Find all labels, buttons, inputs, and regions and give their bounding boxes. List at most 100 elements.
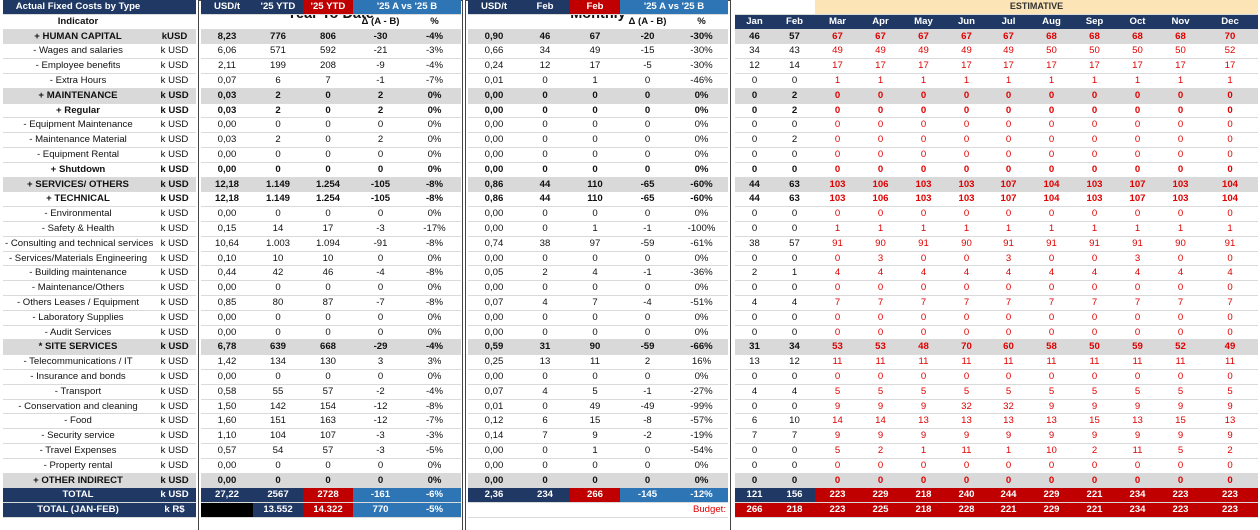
ytd-value[interactable]: 592 (303, 43, 353, 60)
month-value[interactable]: 0 (1116, 103, 1159, 119)
monthly-value[interactable]: 0,66 (468, 43, 520, 60)
monthly-value[interactable]: 0 (620, 458, 675, 474)
row-unit[interactable]: k USD (153, 265, 196, 282)
monthly-value[interactable]: 0 (570, 458, 620, 474)
month-total-value[interactable]: 234 (1116, 487, 1159, 504)
month-value[interactable]: 0 (946, 132, 987, 148)
month-value[interactable]: 103 (901, 177, 946, 193)
monthly-value[interactable]: -1 (620, 384, 675, 400)
monthly-value[interactable]: 0% (675, 132, 729, 148)
total-janfeb-delta[interactable]: 770 (353, 502, 408, 518)
month-value[interactable]: 5 (987, 384, 1030, 400)
month-value[interactable]: 49 (860, 43, 901, 60)
monthly-value[interactable]: -51% (675, 295, 729, 311)
month-value[interactable]: 17 (1159, 58, 1202, 74)
ytd-value[interactable]: -4% (408, 58, 462, 74)
monthly-value[interactable]: 4 (520, 295, 570, 311)
monthly-value[interactable]: 0% (675, 310, 729, 326)
month-value[interactable]: 0 (815, 310, 860, 326)
ytd-value[interactable]: 2,11 (201, 58, 253, 74)
row-label[interactable]: + Regular (3, 103, 153, 119)
budget-value[interactable]: 223 (1159, 502, 1202, 518)
month-value[interactable]: 91 (1073, 236, 1116, 252)
monthly-value[interactable]: 0 (520, 162, 570, 178)
month-value[interactable]: 4 (1159, 265, 1202, 282)
header-type-label[interactable]: Actual Fixed Costs by Type (3, 0, 153, 15)
ytd-value[interactable]: 0 (303, 162, 353, 178)
ytd-value[interactable]: -17% (408, 221, 462, 237)
month-value[interactable]: 10 (1030, 443, 1073, 459)
month-value[interactable]: 90 (860, 236, 901, 252)
month-value[interactable]: 0 (815, 473, 860, 489)
ytd-value[interactable]: 0% (408, 206, 462, 222)
month-value[interactable]: 0 (901, 473, 946, 489)
row-label[interactable]: - Property rental (3, 458, 153, 474)
month-value[interactable]: 0 (735, 221, 774, 237)
ytd-value[interactable]: 134 (253, 354, 303, 370)
row-label[interactable]: - Services/Materials Engineering (3, 251, 153, 267)
month-value[interactable]: 0 (735, 458, 774, 474)
month-value[interactable]: 52 (1159, 339, 1202, 356)
month-value[interactable]: 0 (1116, 132, 1159, 148)
ytd-value[interactable]: 163 (303, 413, 353, 430)
month-value[interactable]: 90 (1159, 236, 1202, 252)
month-value[interactable]: 7 (946, 295, 987, 311)
ytd-value[interactable]: 0% (408, 132, 462, 148)
ytd-value[interactable]: 776 (253, 29, 303, 45)
month-value[interactable]: 104 (1202, 177, 1258, 193)
month-value[interactable]: 0 (987, 458, 1030, 474)
month-value[interactable]: 0 (901, 206, 946, 222)
ytd-value[interactable]: 0 (303, 310, 353, 326)
ytd-value[interactable]: -7% (408, 413, 462, 430)
ytd-value[interactable]: 2 (353, 103, 408, 119)
month-value[interactable]: 13 (1030, 413, 1073, 430)
month-value[interactable]: 0 (1116, 117, 1159, 134)
ytd-value[interactable]: 0,44 (201, 265, 253, 282)
monthly-value[interactable]: 0 (520, 310, 570, 326)
month-value[interactable]: 0 (1202, 310, 1258, 326)
month-value[interactable]: 0 (1159, 117, 1202, 134)
estimative-header[interactable]: ESTIMATIVE (815, 0, 1258, 15)
monthly-value[interactable]: 0 (620, 280, 675, 296)
month-value[interactable]: 0 (1159, 88, 1202, 104)
month-value[interactable]: 7 (987, 295, 1030, 311)
row-unit[interactable]: k USD (153, 221, 196, 237)
month-value[interactable]: 48 (901, 339, 946, 356)
month-value[interactable]: 0 (815, 280, 860, 296)
ytd-value[interactable]: 0% (408, 162, 462, 178)
ytd-value[interactable]: 3% (408, 354, 462, 370)
month-value[interactable]: 4 (774, 384, 815, 400)
month-value[interactable]: 0 (1202, 162, 1258, 178)
month-value[interactable]: 11 (946, 354, 987, 370)
monthly-value[interactable]: 0,86 (468, 191, 520, 208)
month-value[interactable]: 0 (1116, 473, 1159, 489)
monthly-value[interactable]: 0% (675, 280, 729, 296)
month-value[interactable]: 5 (1159, 443, 1202, 459)
month-header-sep[interactable]: Sep (1073, 14, 1116, 30)
month-value[interactable]: 0 (901, 132, 946, 148)
monthly-value[interactable]: 0,25 (468, 354, 520, 370)
monthly-value[interactable]: 0 (570, 117, 620, 134)
monthly-value[interactable]: 0 (570, 103, 620, 119)
ytd-value[interactable]: 0 (353, 251, 408, 267)
month-value[interactable]: 1 (1073, 73, 1116, 89)
ytd-usdt-header[interactable]: USD/t (201, 0, 253, 15)
row-unit[interactable]: k USD (153, 88, 196, 104)
month-value[interactable]: 0 (1202, 132, 1258, 148)
month-total-value[interactable]: 229 (860, 487, 901, 504)
ytd-value[interactable]: 0 (253, 162, 303, 178)
month-value[interactable]: 70 (1202, 29, 1258, 45)
row-unit[interactable]: k USD (153, 384, 196, 400)
ytd-value[interactable]: 0,03 (201, 103, 253, 119)
ytd-value[interactable]: 0% (408, 458, 462, 474)
month-value[interactable]: 7 (1030, 295, 1073, 311)
month-value[interactable]: 0 (1116, 369, 1159, 385)
month-value[interactable]: 2 (1073, 443, 1116, 459)
month-value[interactable]: 0 (1159, 280, 1202, 296)
ytd-value[interactable]: 0,85 (201, 295, 253, 311)
month-value[interactable]: 4 (1116, 265, 1159, 282)
ytd-value[interactable]: 57 (303, 443, 353, 459)
month-value[interactable]: 7 (735, 428, 774, 444)
monthly-value[interactable]: 0,00 (468, 443, 520, 459)
row-label[interactable]: - Extra Hours (3, 73, 153, 89)
